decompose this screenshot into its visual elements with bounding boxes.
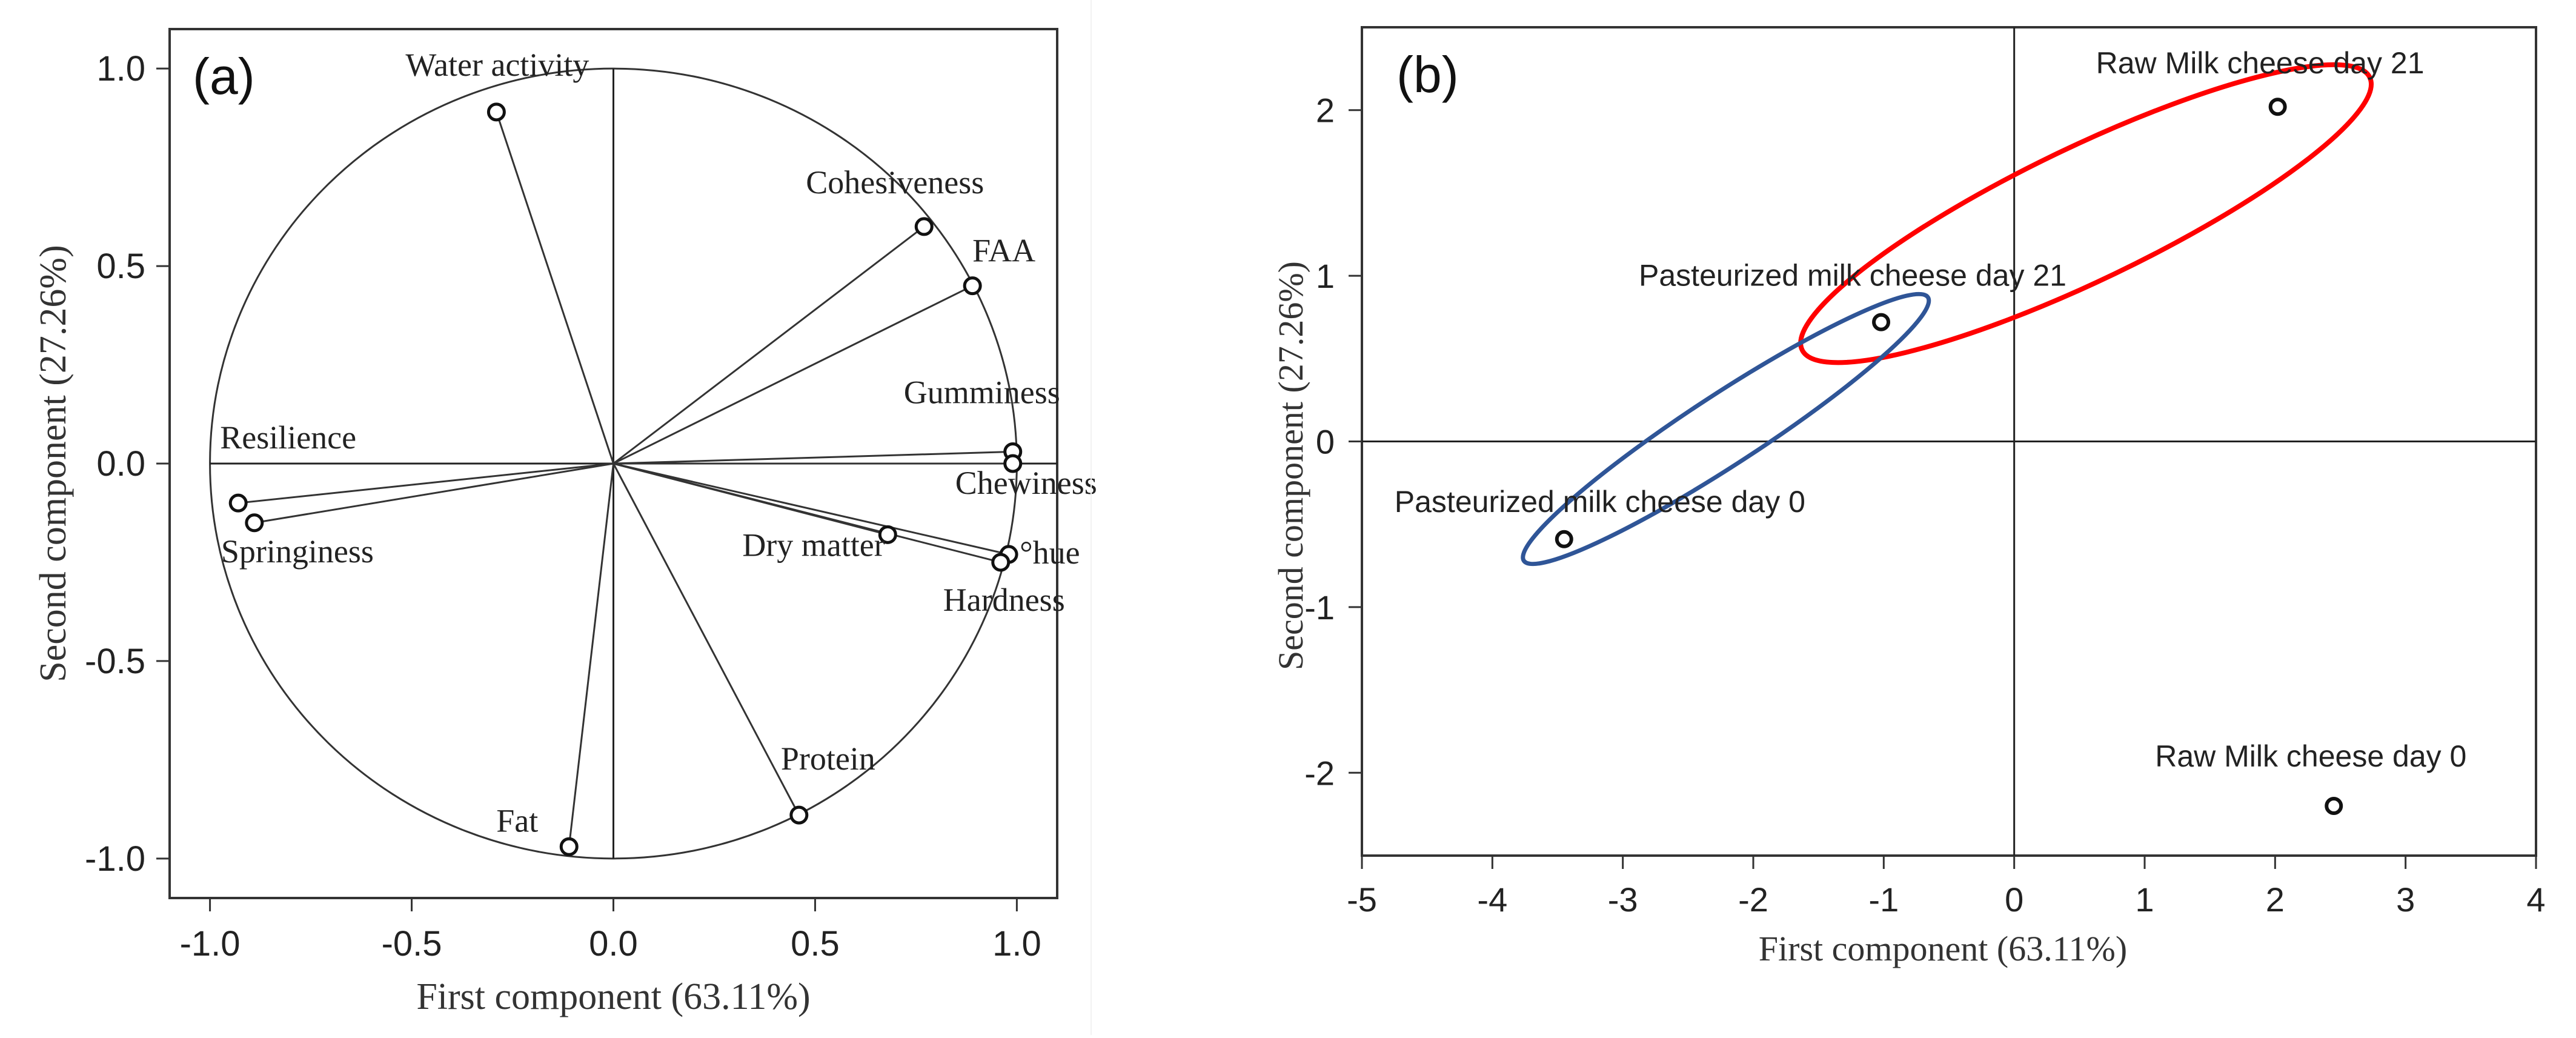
group-ellipse-raw-milk — [1798, 62, 2374, 365]
y-tick-label-b: 0 — [1316, 423, 1335, 461]
x-tick-label-a: 0.0 — [589, 924, 638, 963]
score-point-raw-milk-cheese-day-0 — [2325, 796, 2343, 815]
y-tick-label-a: -1.0 — [85, 839, 145, 879]
loading-label-resilience: Resilience — [220, 419, 356, 456]
loading-label-chewiness: Chewiness — [955, 465, 1097, 501]
loading-vector-protein — [612, 463, 800, 816]
y-axis-title-a: Second component (27.26%) — [33, 245, 74, 682]
panel-divider — [1090, 0, 1092, 1035]
panel-b-scores-plot: -5 -4 -3 -2 -1 0 1 2 3 4 -2 -1 0 1 2 First component (6… — [1271, 26, 2546, 968]
y-tick-label-b: -2 — [1304, 754, 1335, 792]
loading-point-hardness — [991, 553, 1011, 572]
panel-a-loadings-plot: -1.0 -0.5 0.0 0.5 1.0 -1.0 -0.5 0.0 0.5 1.0 First … — [33, 28, 1097, 1017]
loading-vector-hue — [613, 462, 1009, 556]
loading-label-hardness: Hardness — [943, 582, 1065, 618]
loading-point-resilience — [228, 493, 248, 513]
y-tick-label-b: 1 — [1316, 257, 1335, 295]
x-axis-title-a: First component (63.11%) — [416, 976, 810, 1017]
y-tick-label-b: 2 — [1316, 91, 1335, 130]
x-tick-label-a: -0.5 — [382, 924, 442, 963]
loading-label-protein: Protein — [781, 740, 875, 777]
x-tick-label-b: 1 — [2135, 880, 2154, 919]
loading-vector-gumminess — [613, 450, 1013, 465]
x-tick-label-b: -1 — [1868, 880, 1899, 919]
loading-point-dry-matter — [878, 525, 897, 544]
x-tick-label-b: -4 — [1477, 880, 1507, 919]
loading-point-water-activity — [486, 102, 506, 122]
x-tick-label-a: -1.0 — [180, 924, 241, 963]
panel-label-b: (b) — [1396, 46, 1459, 103]
score-label-raw-milk-cheese-day-0: Raw Milk cheese day 0 — [2155, 739, 2466, 773]
x-tick-label-a: 1.0 — [992, 924, 1041, 963]
x-tick-label-b: 3 — [2396, 880, 2415, 919]
loading-label-faa: FAA — [972, 233, 1035, 269]
loading-vector-faa — [612, 285, 973, 465]
loading-point-protein — [789, 805, 809, 825]
x-tick-label-b: 4 — [2526, 880, 2545, 919]
loading-label-hue: °hue — [1020, 534, 1080, 571]
loading-label-gumminess: Gumminess — [904, 374, 1060, 410]
loading-vector-dry-matter — [613, 462, 888, 536]
loading-point-springiness — [245, 513, 264, 533]
loading-label-springiness: Springiness — [221, 533, 374, 570]
x-tick-label-b: 0 — [2005, 880, 2023, 919]
score-label-pasteurized-milk-cheese-day-21: Pasteurized milk cheese day 21 — [1639, 259, 2066, 293]
loading-vector-water-activity — [495, 111, 614, 464]
score-point-pasteurized-milk-cheese-day-0 — [1555, 530, 1573, 548]
loading-label-fat: Fat — [496, 802, 538, 839]
x-tick-label-b: 2 — [2266, 880, 2285, 919]
y-tick-label-a: 1.0 — [96, 49, 145, 88]
score-point-pasteurized-milk-cheese-day-21 — [1872, 313, 1891, 331]
score-label-pasteurized-milk-cheese-day-0: Pasteurized milk cheese day 0 — [1395, 485, 1805, 519]
loading-point-chewiness — [1003, 454, 1023, 473]
loading-label-cohesiveness: Cohesiveness — [806, 164, 984, 201]
x-axis-title-b: First component (63.11%) — [1759, 929, 2127, 968]
loading-vector-resilience — [238, 462, 614, 504]
x-tick-label-a: 0.5 — [791, 924, 840, 963]
loading-label-water-activity: Water activity — [405, 47, 589, 83]
loading-point-faa — [963, 276, 982, 296]
y-tick-label-a: 0.5 — [96, 247, 145, 286]
x-tick-label-b: -2 — [1738, 880, 1768, 919]
y-axis-title-b: Second component (27.26%) — [1271, 261, 1310, 670]
score-label-raw-milk-cheese-day-21: Raw Milk cheese day 21 — [2096, 46, 2425, 80]
score-point-raw-milk-cheese-day-21 — [2268, 98, 2287, 116]
x-tick-label-b: -3 — [1608, 880, 1638, 919]
loading-vector-fat — [568, 463, 614, 847]
y-tick-label-a: 0.0 — [96, 444, 145, 484]
loading-label-dry-matter: Dry matter — [742, 527, 885, 563]
group-ellipse-pasteurized-milk — [1521, 291, 1931, 567]
loading-vector-cohesiveness — [612, 225, 925, 465]
y-tick-label-a: -0.5 — [85, 642, 145, 681]
x-tick-label-b: -5 — [1347, 880, 1377, 919]
loading-point-cohesiveness — [914, 217, 934, 236]
loading-point-fat — [559, 837, 579, 856]
panel-label-a: (a) — [193, 48, 255, 105]
loading-vector-springiness — [254, 462, 614, 524]
y-tick-label-b: -1 — [1304, 588, 1335, 627]
